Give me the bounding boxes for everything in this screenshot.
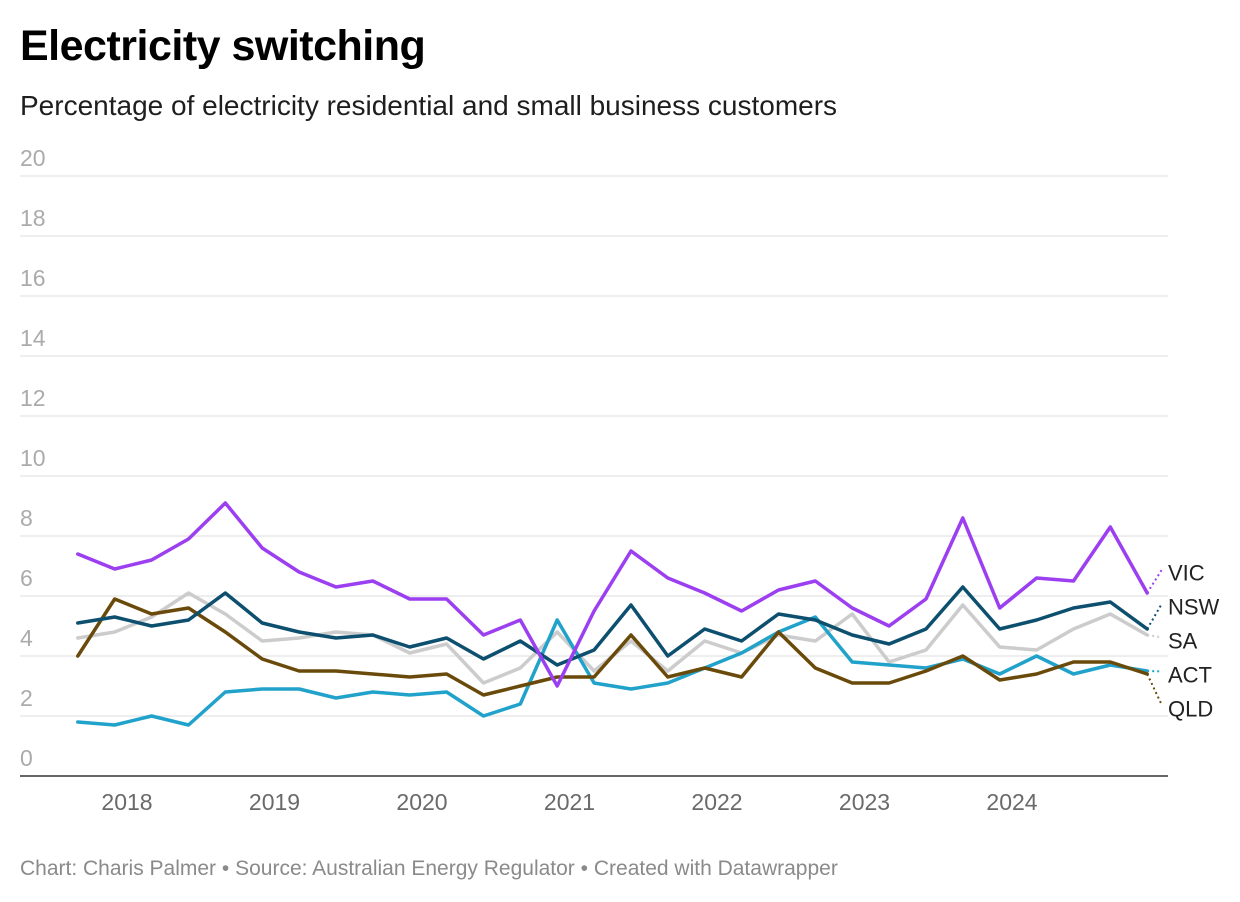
label-connector-sa <box>1147 634 1163 639</box>
y-tick-label: 8 <box>20 505 33 531</box>
y-axis-labels: 0 2 4 6 8 10 12 14 16 18 20 <box>20 145 46 771</box>
x-tick-label: 2022 <box>691 789 742 815</box>
x-tick-label: 2024 <box>986 789 1037 815</box>
series-label-nsw: NSW <box>1168 594 1220 619</box>
label-connector-qld <box>1146 673 1163 706</box>
y-tick-label: 12 <box>20 385 46 411</box>
y-tick-label: 0 <box>20 745 33 771</box>
chart-subtitle: Percentage of electricity residential an… <box>20 90 838 121</box>
series-label-vic: VIC <box>1168 560 1205 585</box>
x-tick-label: 2020 <box>396 789 447 815</box>
y-tick-label: 14 <box>20 325 46 351</box>
series-line-qld <box>76 597 1149 697</box>
series-label-qld: QLD <box>1168 696 1213 721</box>
chart-title: Electricity switching <box>20 22 426 70</box>
x-tick-label: 2019 <box>249 789 300 815</box>
y-tick-label: 18 <box>20 205 46 231</box>
footer-source: Source: Australian Energy Regulator <box>235 857 575 880</box>
footer-credit: Chart: Charis Palmer <box>20 857 217 880</box>
y-tick-label: 16 <box>20 265 46 291</box>
x-tick-label: 2021 <box>544 789 595 815</box>
footer-separator: • <box>580 857 589 880</box>
series-lines <box>76 501 1149 727</box>
label-connector-vic <box>1146 568 1163 594</box>
footer-separator: • <box>221 857 230 880</box>
series-line-vic <box>76 501 1149 688</box>
y-tick-label: 2 <box>20 685 33 711</box>
series-label-act: ACT <box>1168 662 1212 687</box>
gridlines <box>20 175 1168 777</box>
x-tick-label: 2023 <box>839 789 890 815</box>
series-line-nsw <box>76 585 1149 667</box>
chart-footer: Chart: Charis Palmer • Source: Australia… <box>20 858 838 879</box>
series-labels: VIC NSW SA ACT QLD <box>1168 560 1220 721</box>
y-tick-label: 6 <box>20 565 33 591</box>
y-tick-label: 20 <box>20 145 46 171</box>
label-connector-nsw <box>1146 602 1163 630</box>
datawrapper-link[interactable]: Created with Datawrapper <box>593 857 838 880</box>
x-axis-labels: 2018 2019 2020 2021 2022 2023 2024 <box>101 789 1037 815</box>
series-label-sa: SA <box>1168 628 1198 653</box>
y-tick-label: 4 <box>20 625 33 651</box>
label-connectors <box>1146 568 1163 706</box>
y-tick-label: 10 <box>20 445 46 471</box>
x-tick-label: 2018 <box>101 789 152 815</box>
